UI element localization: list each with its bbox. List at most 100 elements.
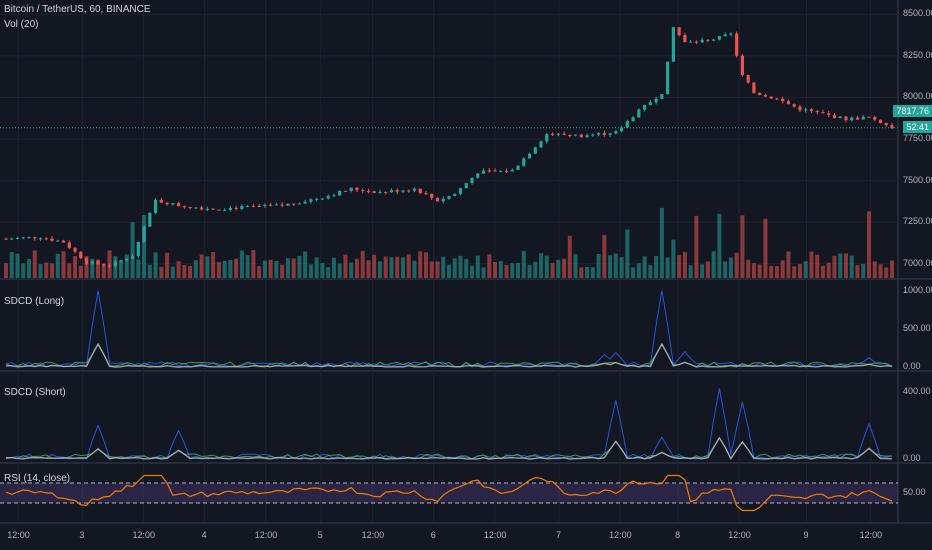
candle-body bbox=[424, 193, 428, 195]
candle-body bbox=[884, 123, 888, 126]
volume-bar bbox=[769, 265, 774, 278]
volume-bar bbox=[642, 256, 647, 278]
sdcd-short-axis-label: 400.00 bbox=[903, 385, 931, 396]
volume-bar bbox=[136, 259, 141, 278]
rsi-label: RSI (14, close) bbox=[4, 473, 71, 484]
volume-bar bbox=[182, 265, 187, 278]
volume-bar bbox=[44, 262, 49, 278]
candle-body bbox=[850, 117, 854, 121]
candle-body bbox=[309, 199, 313, 202]
time-axis-label: 9 bbox=[803, 530, 809, 540]
candle-body bbox=[165, 202, 169, 205]
candle-body bbox=[274, 204, 279, 206]
time-axis-label: 12:00 bbox=[361, 530, 385, 540]
volume-bar bbox=[331, 257, 336, 278]
volume-bar bbox=[890, 260, 894, 278]
volume-bar bbox=[458, 255, 463, 278]
candle-body bbox=[430, 193, 434, 198]
volume-bar bbox=[677, 255, 682, 278]
volume-bar bbox=[585, 266, 590, 278]
candle-body bbox=[510, 169, 514, 172]
candle-body bbox=[464, 183, 468, 189]
candle-body bbox=[194, 207, 198, 209]
volume-bar bbox=[423, 252, 428, 278]
candle-body bbox=[591, 134, 595, 136]
volume-bar bbox=[228, 260, 233, 278]
sdcd-long-axis-label: 1000.00 bbox=[903, 284, 932, 295]
volume-bar bbox=[751, 263, 756, 278]
candle-body bbox=[855, 117, 860, 120]
price-axis-label: 7500.00 bbox=[903, 174, 932, 185]
candle-body bbox=[585, 135, 589, 138]
volume-bar bbox=[826, 262, 831, 278]
candle-body bbox=[136, 241, 140, 257]
volume-bar bbox=[268, 259, 273, 278]
candle-body bbox=[223, 209, 227, 211]
volume-bar bbox=[383, 256, 388, 278]
candle-body bbox=[176, 203, 181, 207]
volume-bar bbox=[654, 255, 659, 278]
time-axis-label: 12:00 bbox=[859, 530, 883, 540]
volume-bar bbox=[245, 255, 250, 278]
time-axis-label: 5 bbox=[317, 530, 323, 540]
volume-bar bbox=[872, 261, 877, 278]
volume-bar bbox=[682, 251, 687, 278]
volume-bar bbox=[849, 255, 854, 278]
volume-bar bbox=[205, 256, 210, 278]
candle-body bbox=[746, 75, 750, 83]
candle-body bbox=[619, 127, 624, 132]
volume-bar bbox=[285, 258, 290, 278]
volume-bar bbox=[487, 254, 492, 278]
candle-body bbox=[338, 190, 342, 196]
candle-body bbox=[240, 206, 244, 209]
time-axis-label: 12:00 bbox=[609, 530, 632, 540]
volume-bar bbox=[728, 257, 733, 278]
candle-body bbox=[637, 109, 641, 118]
volume-bar bbox=[700, 264, 705, 278]
volume-bar bbox=[377, 261, 382, 278]
rsi-line bbox=[5, 474, 893, 512]
sdcd-short-axis-label: 0.00 bbox=[903, 453, 921, 463]
candle-body bbox=[654, 98, 658, 103]
volume-bar bbox=[838, 253, 843, 278]
price-axis-label: 7000.00 bbox=[903, 257, 932, 268]
volume-bar bbox=[659, 207, 664, 278]
volume-bar bbox=[435, 261, 440, 278]
volume-bar bbox=[15, 253, 20, 278]
candle-body bbox=[867, 116, 871, 118]
volume-bar bbox=[188, 265, 193, 278]
volume-bar bbox=[780, 260, 785, 278]
time-axis-label: 12:00 bbox=[483, 530, 507, 540]
volume-bar bbox=[199, 254, 204, 278]
candle-body bbox=[671, 27, 675, 62]
volume-bar bbox=[73, 256, 78, 278]
volume-bar bbox=[55, 253, 60, 278]
candle-body bbox=[188, 206, 192, 208]
volume-bar bbox=[527, 264, 532, 278]
volume-bar bbox=[142, 215, 147, 278]
candle-body bbox=[171, 203, 175, 205]
time-axis-label: 12:00 bbox=[254, 530, 278, 540]
sdcd-long-line-3 bbox=[6, 342, 893, 368]
volume-bar bbox=[84, 256, 89, 278]
volume-bar bbox=[239, 250, 244, 278]
volume-bar bbox=[596, 254, 601, 278]
volume-bar bbox=[636, 263, 641, 278]
candle-body bbox=[56, 240, 60, 242]
candle-body bbox=[297, 203, 302, 205]
candle-body bbox=[412, 188, 417, 191]
candle-body bbox=[827, 113, 831, 115]
time-axis-label: 6 bbox=[430, 530, 436, 540]
volume-bar bbox=[326, 266, 331, 278]
volume-bar bbox=[792, 266, 797, 278]
volume-bar bbox=[625, 229, 630, 278]
candle-body bbox=[573, 134, 578, 136]
volume-bar bbox=[590, 267, 595, 278]
volume-bar bbox=[774, 266, 779, 278]
candle-body bbox=[286, 203, 290, 206]
candle-body bbox=[493, 170, 497, 172]
volume-bar bbox=[493, 262, 498, 278]
volume-bar bbox=[613, 253, 618, 278]
volume-bar bbox=[866, 211, 871, 278]
